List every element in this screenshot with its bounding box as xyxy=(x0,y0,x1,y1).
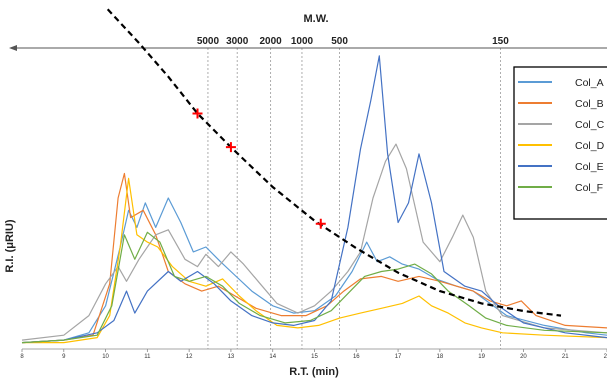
series-group xyxy=(21,55,607,344)
mw-axis-arrow xyxy=(9,45,17,51)
y-axis-title: R.I. (μRIU) xyxy=(4,219,16,273)
x-tick-label: 17 xyxy=(395,354,402,360)
x-tick-label: 16 xyxy=(353,354,360,360)
mw-marker-label: 1000 xyxy=(291,36,314,47)
x-tick-label: 11 xyxy=(144,354,151,360)
x-tick-label: 12 xyxy=(186,354,193,360)
x-tick-label: 8 xyxy=(20,354,24,360)
calibration-curve xyxy=(106,8,562,317)
mw-labels: 5000 3000 2000 1000 500 150 xyxy=(197,36,509,47)
x-tick-label: 9 xyxy=(62,354,66,360)
mw-marker-label: 500 xyxy=(331,36,348,47)
calibration-standard-point xyxy=(225,142,236,153)
series-line-Col_D xyxy=(22,177,607,344)
series-line-Col_B xyxy=(21,172,607,344)
x-axis-title: R.T. (min) xyxy=(289,366,339,378)
legend-entry-Col_F: Col_F xyxy=(575,182,603,194)
legend-entry-Col_A: Col_A xyxy=(575,77,604,89)
mw-axis-title: M.W. xyxy=(303,13,328,25)
series-line-Col_E xyxy=(21,55,607,344)
mw-guides xyxy=(207,48,501,349)
calibration-standard-point xyxy=(192,108,203,119)
series-line-Col_F xyxy=(21,231,607,344)
calibration-standard-point xyxy=(315,218,326,229)
mw-marker-label: 3000 xyxy=(226,36,249,47)
mw-marker-label: 2000 xyxy=(260,36,283,47)
x-ticks: 8 9 10 11 12 13 14 15 16 17 18 19 20 21 22 xyxy=(20,349,607,360)
x-tick-label: 19 xyxy=(478,354,485,360)
x-tick-label: 18 xyxy=(437,354,444,360)
x-tick-label: 20 xyxy=(520,354,527,360)
x-tick-label: 10 xyxy=(102,354,109,360)
legend-box xyxy=(513,66,607,220)
legend: Col_A Col_B Col_C Col_D Col_E Col_F xyxy=(513,66,607,220)
legend-entry-Col_D: Col_D xyxy=(575,140,605,152)
x-tick-label: 22 xyxy=(604,354,607,360)
x-tick-label: 14 xyxy=(269,354,276,360)
legend-entry-Col_B: Col_B xyxy=(575,98,604,110)
x-tick-label: 15 xyxy=(311,354,318,360)
mw-marker-label: 5000 xyxy=(197,36,220,47)
calibration-group xyxy=(106,8,562,317)
x-tick-label: 13 xyxy=(228,354,235,360)
series-line-Col_C xyxy=(21,143,607,341)
x-tick-label: 21 xyxy=(562,354,569,360)
legend-entry-Col_E: Col_E xyxy=(575,161,604,173)
mw-marker-label: 150 xyxy=(492,36,509,47)
legend-entry-Col_C: Col_C xyxy=(575,119,605,131)
